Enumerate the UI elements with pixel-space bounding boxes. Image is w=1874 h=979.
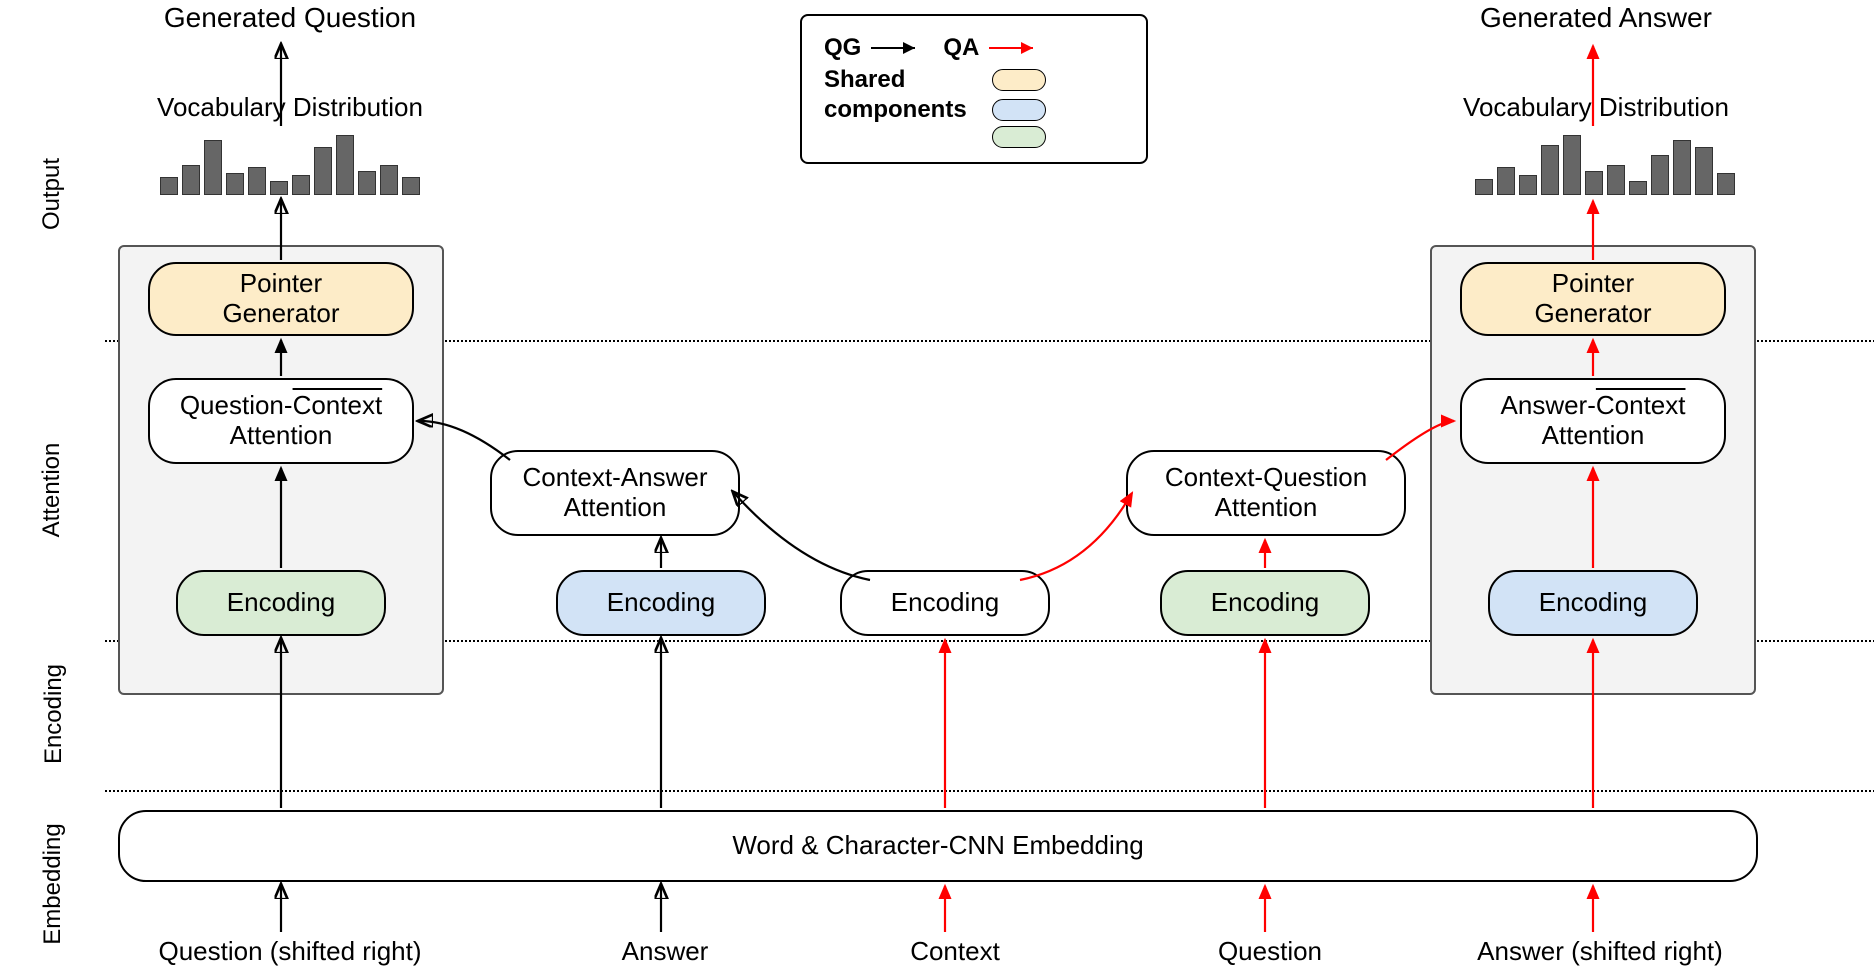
diagram-canvas: Output Attention Encoding Embedding Gene… xyxy=(0,0,1874,979)
input-context: Context xyxy=(880,936,1030,967)
legend: QG QA Shared components xyxy=(800,14,1148,164)
ac-attn-text: Answer-Context Attention xyxy=(1501,391,1686,451)
section-label-embedding: Embedding xyxy=(39,809,67,959)
encoding-context: Encoding xyxy=(840,570,1050,636)
encoding-right: Encoding xyxy=(1488,570,1698,636)
label-gen-question: Generated Question xyxy=(140,2,440,34)
input-question: Question xyxy=(1190,936,1350,967)
legend-row-shared2: components xyxy=(824,96,1124,124)
legend-row-shared3 xyxy=(824,126,1124,148)
legend-row-arrows: QG QA xyxy=(824,34,1124,62)
encoding-question: Encoding xyxy=(1160,570,1370,636)
context-answer-attention: Context-Answer Attention xyxy=(490,450,740,536)
pointer-gen-right: Pointer Generator xyxy=(1460,262,1726,336)
legend-row-shared1: Shared xyxy=(824,66,1124,94)
pointer-gen-left-text: Pointer Generator xyxy=(222,269,339,329)
input-q-shift: Question (shifted right) xyxy=(130,936,450,967)
qa-arrow-icon xyxy=(987,39,1043,57)
vocab-chart-right xyxy=(1470,130,1740,195)
vocab-chart-left xyxy=(155,130,425,195)
input-answer: Answer xyxy=(590,936,740,967)
label-vocab-right: Vocabulary Distribution xyxy=(1426,92,1766,123)
pointer-gen-left: Pointer Generator xyxy=(148,262,414,336)
qc-attn-text: Question-Context Attention xyxy=(180,391,382,451)
label-gen-answer: Generated Answer xyxy=(1446,2,1746,34)
qc-attention-left: Question-Context Attention xyxy=(148,378,414,464)
swatch-blue xyxy=(992,99,1046,121)
swatch-green xyxy=(992,126,1046,148)
embedding-box: Word & Character-CNN Embedding xyxy=(118,810,1758,882)
section-label-encoding: Encoding xyxy=(40,644,68,784)
qg-arrow-icon xyxy=(869,39,925,57)
section-label-output: Output xyxy=(38,124,66,264)
encoding-left: Encoding xyxy=(176,570,386,636)
context-question-attention: Context-Question Attention xyxy=(1126,450,1406,536)
input-a-shift: Answer (shifted right) xyxy=(1440,936,1760,967)
encoding-answer: Encoding xyxy=(556,570,766,636)
divider-3 xyxy=(105,790,1874,792)
label-vocab-left: Vocabulary Distribution xyxy=(120,92,460,123)
swatch-yellow xyxy=(992,69,1046,91)
ac-attention-right: Answer-Context Attention xyxy=(1460,378,1726,464)
section-label-attention: Attention xyxy=(38,420,66,560)
